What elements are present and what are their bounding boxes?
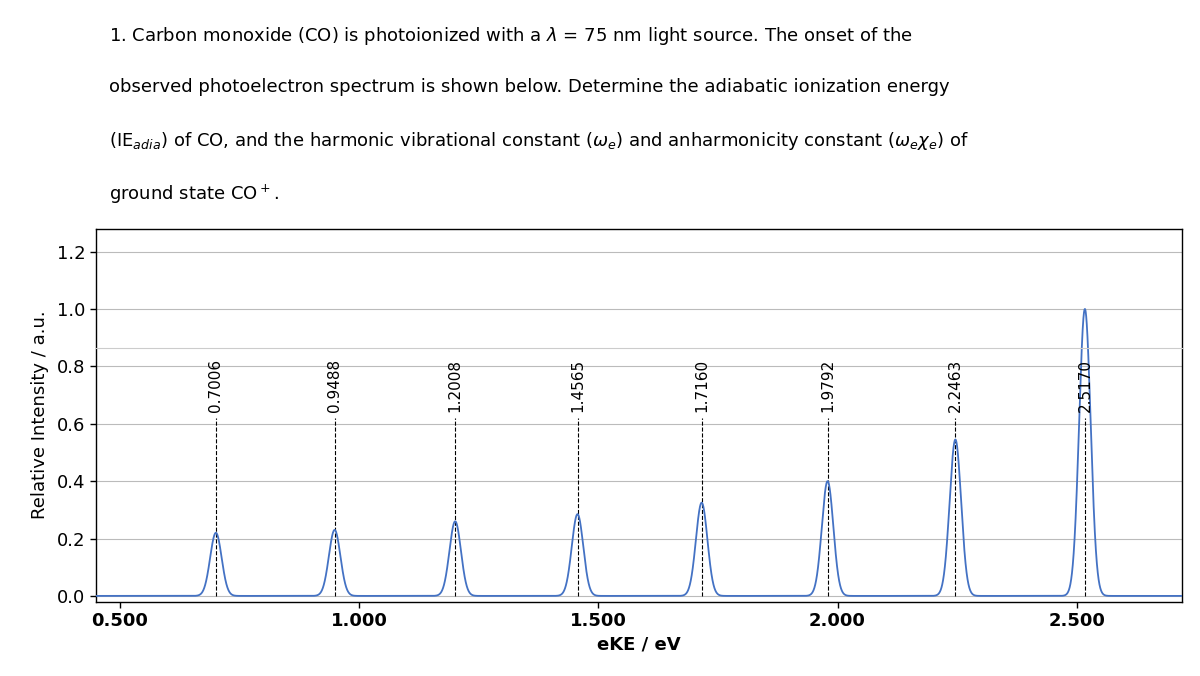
Text: 1.7160: 1.7160 bbox=[694, 359, 709, 412]
Text: 2.5170: 2.5170 bbox=[1078, 359, 1092, 412]
Text: 1.2008: 1.2008 bbox=[448, 359, 463, 412]
Text: (IE$_{\mathit{adia}}$) of CO, and the harmonic vibrational constant ($\omega_e$): (IE$_{\mathit{adia}}$) of CO, and the ha… bbox=[109, 130, 970, 152]
X-axis label: eKE / eV: eKE / eV bbox=[598, 635, 680, 654]
Text: 2.2463: 2.2463 bbox=[948, 359, 962, 412]
Text: 0.9488: 0.9488 bbox=[328, 359, 342, 412]
Text: 1.9792: 1.9792 bbox=[820, 359, 835, 412]
Text: ground state CO$^+$.: ground state CO$^+$. bbox=[109, 183, 278, 206]
Y-axis label: Relative Intensity / a.u.: Relative Intensity / a.u. bbox=[31, 311, 49, 519]
Text: observed photoelectron spectrum is shown below. Determine the adiabatic ionizati: observed photoelectron spectrum is shown… bbox=[109, 78, 949, 96]
Text: 1. Carbon monoxide (CO) is photoionized with a $\lambda$ = 75 nm light source. T: 1. Carbon monoxide (CO) is photoionized … bbox=[109, 26, 913, 47]
Text: 1.4565: 1.4565 bbox=[570, 359, 586, 412]
Text: 0.7006: 0.7006 bbox=[209, 359, 223, 412]
